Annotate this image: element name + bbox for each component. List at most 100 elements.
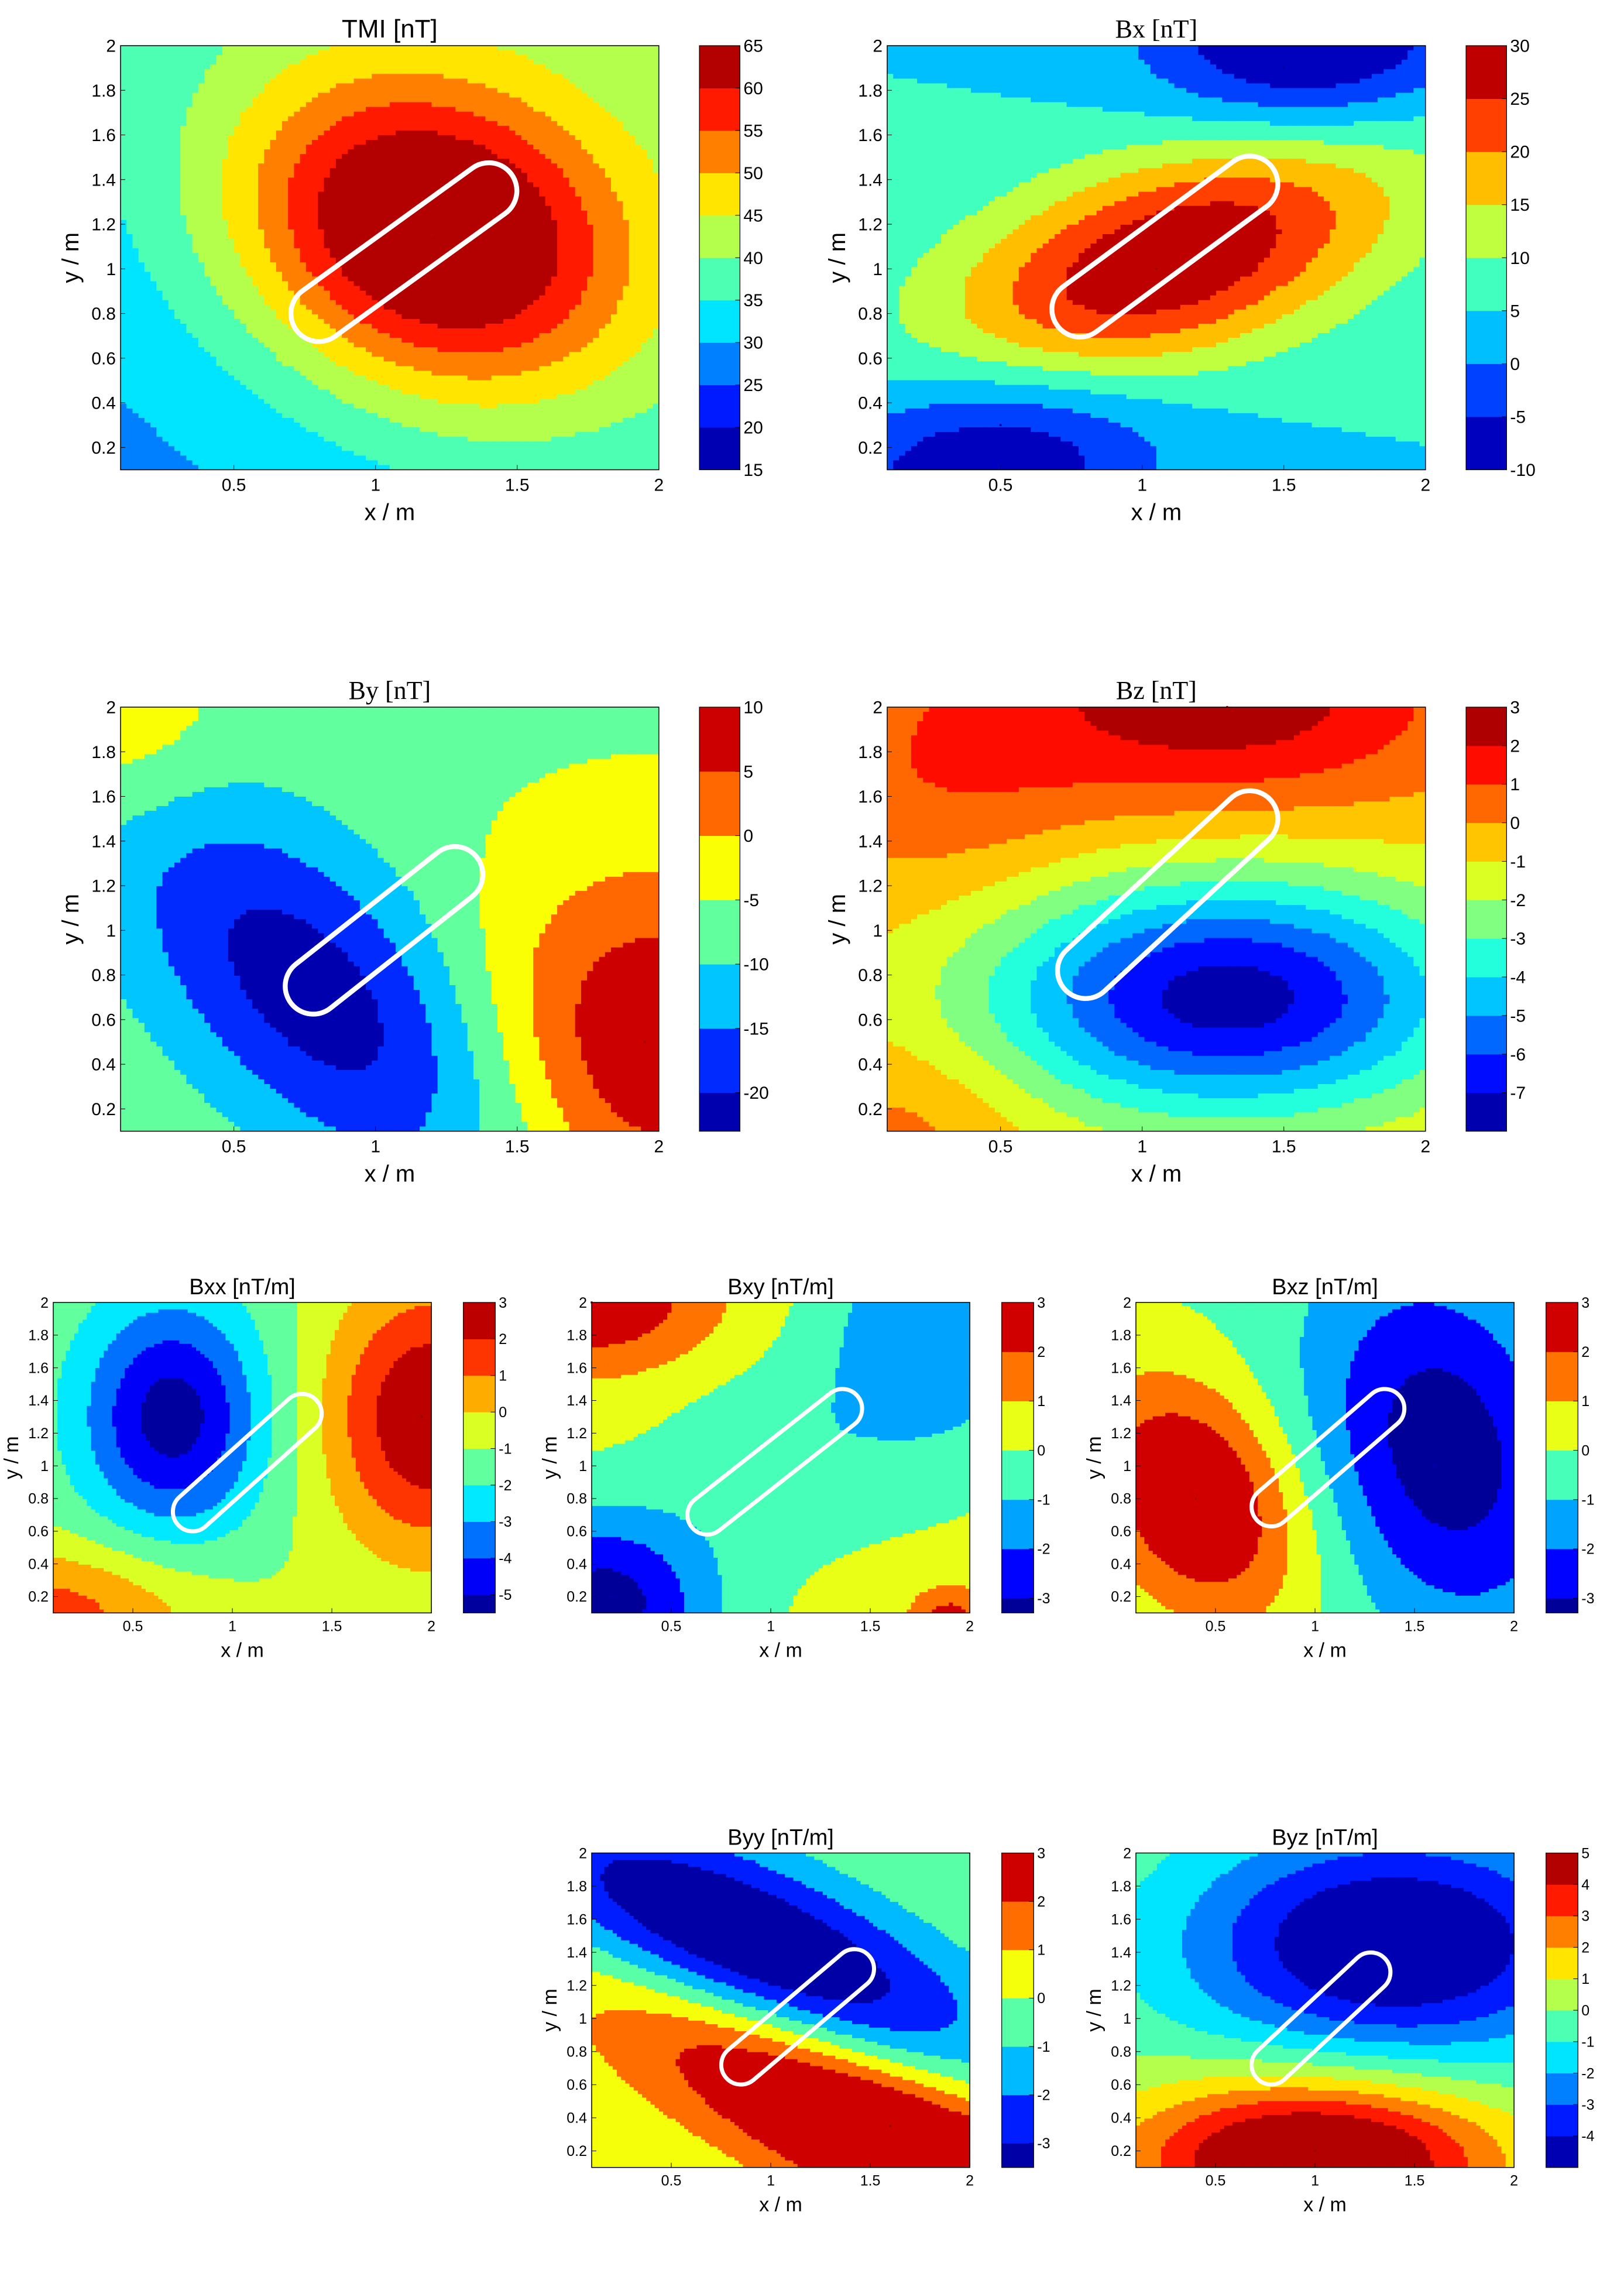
contour-cell <box>198 140 205 145</box>
contour-cell <box>390 107 396 112</box>
contour-cell <box>163 460 169 465</box>
contour-cell <box>156 272 163 277</box>
contour-cell <box>222 267 229 272</box>
contour-cell <box>121 385 127 390</box>
contour-cell <box>186 83 193 88</box>
contour-cell <box>156 145 163 150</box>
contour-cell <box>246 361 253 366</box>
contour-cell <box>222 135 229 140</box>
contour-cell <box>372 267 378 272</box>
contour-cell <box>163 93 169 98</box>
contour-cell <box>300 88 307 93</box>
contour-cell <box>396 409 402 414</box>
contour-cell <box>449 116 456 122</box>
contour-cell <box>360 441 366 447</box>
contour-cell <box>282 361 289 366</box>
contour-cell <box>145 276 151 282</box>
contour-cell <box>204 168 211 173</box>
contour-cell <box>186 460 193 465</box>
contour-cell <box>366 102 372 108</box>
contour-cell <box>282 314 289 320</box>
contour-cell <box>401 319 408 324</box>
contour-cell <box>354 385 360 390</box>
contour-cell <box>228 437 235 442</box>
contour-cell <box>390 418 396 423</box>
contour-cell <box>276 427 283 433</box>
contour-cell <box>246 225 253 230</box>
contour-cell <box>126 192 133 197</box>
contour-cell <box>420 338 426 343</box>
contour-cell <box>401 145 408 150</box>
contour-cell <box>246 319 253 324</box>
contour-cell <box>228 390 235 395</box>
contour-cell <box>348 244 354 249</box>
contour-cell <box>204 404 211 409</box>
contour-cell <box>330 215 337 221</box>
contour-cell <box>425 88 432 93</box>
contour-cell <box>300 399 307 404</box>
contour-cell <box>425 244 432 249</box>
contour-cell <box>294 380 300 386</box>
contour-cell <box>354 197 360 202</box>
contour-cell <box>420 446 426 451</box>
contour-cell <box>150 107 157 112</box>
contour-cell <box>246 390 253 395</box>
contour-cell <box>180 192 187 197</box>
contour-cell <box>240 78 246 84</box>
contour-cell <box>139 88 145 93</box>
contour-cell <box>132 98 139 103</box>
contour-cell <box>390 399 396 404</box>
contour-cell <box>258 262 265 268</box>
contour-cell <box>234 154 241 159</box>
contour-cell <box>444 83 450 88</box>
contour-cell <box>438 300 444 306</box>
contour-cell <box>258 413 265 419</box>
contour-cell <box>384 314 390 320</box>
contour-cell <box>401 102 408 108</box>
contour-cell <box>348 55 354 60</box>
contour-cell <box>336 272 342 277</box>
contour-cell <box>228 64 235 70</box>
contour-cell <box>294 441 300 447</box>
contour-cell <box>408 404 414 409</box>
contour-cell <box>342 460 348 465</box>
contour-cell <box>396 338 402 343</box>
contour-cell <box>425 234 432 239</box>
contour-cell <box>270 98 277 103</box>
contour-cell <box>396 437 402 442</box>
contour-cell <box>246 262 253 268</box>
contour-cell <box>121 352 127 357</box>
contour-cell <box>240 371 246 376</box>
contour-cell <box>431 64 438 70</box>
contour-cell <box>246 437 253 442</box>
contour-cell <box>330 286 337 292</box>
contour-cell <box>282 60 289 65</box>
contour-cell <box>174 460 181 465</box>
contour-cell <box>294 352 300 357</box>
contour-cell <box>258 300 265 306</box>
contour-cell <box>204 98 211 103</box>
contour-cell <box>420 192 426 197</box>
contour-cell <box>132 385 139 390</box>
contour-cell <box>169 371 175 376</box>
contour-cell <box>444 69 450 74</box>
contour-cell <box>425 376 432 381</box>
contour-cell <box>186 50 193 56</box>
contour-cell <box>444 427 450 433</box>
contour-cell <box>348 352 354 357</box>
contour-cell <box>132 314 139 320</box>
contour-cell <box>401 244 408 249</box>
contour-cell <box>354 366 360 371</box>
contour-cell <box>288 451 294 456</box>
contour-cell <box>324 446 330 451</box>
contour-cell <box>204 455 211 461</box>
contour-cell <box>240 239 246 244</box>
contour-cell <box>449 50 456 56</box>
contour-cell <box>270 187 277 193</box>
contour-cell <box>217 409 223 414</box>
contour-cell <box>222 206 229 211</box>
contour-cell <box>444 437 450 442</box>
contour-cell <box>354 423 360 428</box>
contour-cell <box>139 291 145 296</box>
contour-cell <box>425 338 432 343</box>
